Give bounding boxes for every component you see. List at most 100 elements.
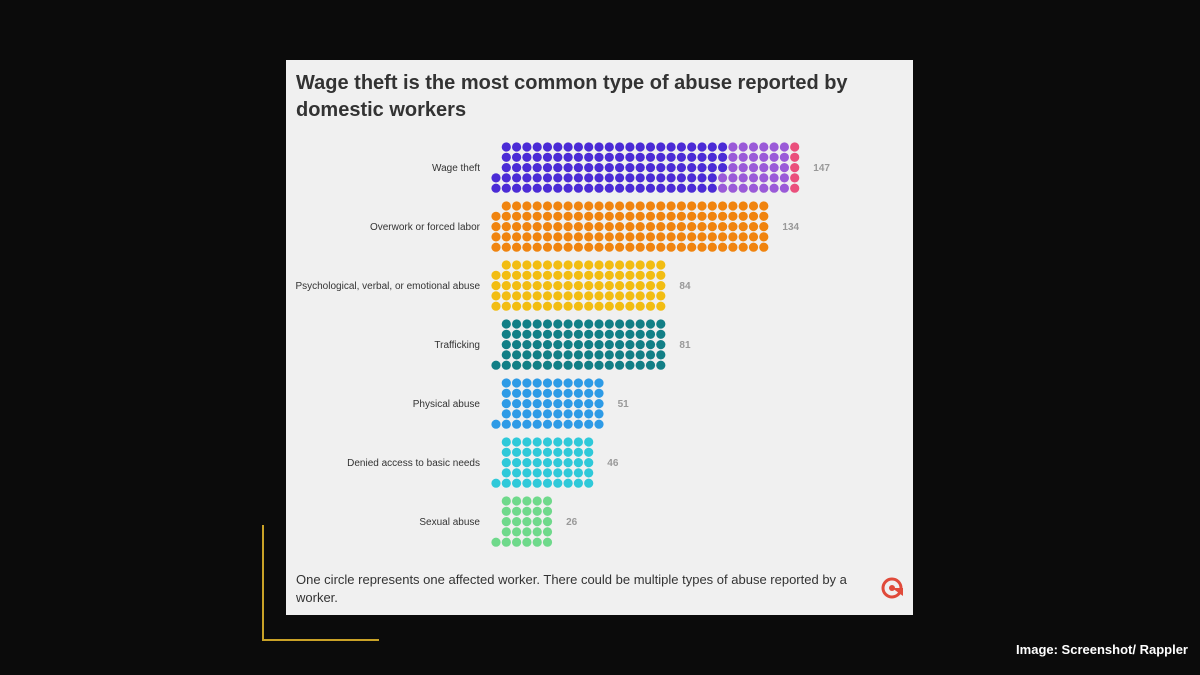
waffle-dot [584, 152, 594, 162]
waffle-dot [584, 478, 594, 488]
chart-title: Wage theft is the most common type of ab… [296, 72, 848, 121]
waffle-dot [522, 222, 532, 232]
waffle-dot [491, 232, 501, 242]
waffle-dot [563, 319, 573, 329]
waffle-dot [635, 163, 645, 173]
value-label: 134 [782, 222, 799, 233]
waffle-dot [656, 360, 666, 370]
waffle-dot [573, 301, 583, 311]
waffle-dot [563, 301, 573, 311]
waffle-dot [501, 173, 511, 183]
waffle-dot [532, 260, 542, 270]
waffle-dot [697, 222, 707, 232]
waffle-dot [645, 183, 656, 193]
waffle-dot [625, 173, 635, 183]
waffle-dot [532, 478, 542, 488]
waffle-dot [604, 281, 614, 291]
waffle-dot [542, 496, 553, 506]
waffle-dot [563, 360, 573, 370]
waffle-dot [645, 201, 656, 211]
waffle-dot [615, 270, 625, 280]
waffle-dot [501, 232, 511, 242]
waffle-dot [645, 260, 656, 270]
waffle-dot [779, 152, 789, 162]
waffle-dot [512, 142, 522, 152]
waffle-dot [553, 183, 563, 193]
waffle-dot [718, 211, 728, 221]
waffle-dot [512, 183, 522, 193]
waffle-dot [625, 350, 635, 360]
waffle-dot [594, 142, 604, 152]
waffle-dot [718, 222, 728, 232]
waffle-dot [501, 329, 511, 339]
waffle-dot [790, 173, 800, 183]
waffle-dot [584, 260, 594, 270]
waffle-dot [532, 301, 542, 311]
waffle-dot [604, 222, 614, 232]
waffle-dot [542, 388, 553, 398]
waffle-dot [512, 506, 522, 516]
waffle-dot [769, 142, 779, 152]
category-label: Trafficking [434, 340, 480, 351]
waffle-dot [491, 211, 501, 221]
waffle-dot [697, 142, 707, 152]
waffle-dot [563, 232, 573, 242]
waffle-dot [542, 447, 553, 457]
waffle-dot [584, 378, 594, 388]
waffle-dot [790, 152, 800, 162]
waffle-dot [573, 447, 583, 457]
waffle-dot [491, 281, 501, 291]
waffle-dot [645, 291, 656, 301]
waffle-dot [553, 222, 563, 232]
waffle-dot [759, 222, 769, 232]
waffle-dot [584, 142, 594, 152]
waffle-dot [625, 281, 635, 291]
waffle-dot [779, 183, 789, 193]
waffle-dot [542, 437, 553, 447]
waffle-dot [532, 360, 542, 370]
waffle-dot [573, 281, 583, 291]
waffle-dot [738, 173, 748, 183]
waffle-dot [553, 378, 563, 388]
waffle-dot [522, 378, 532, 388]
waffle-dot [563, 340, 573, 350]
waffle-dot [573, 152, 583, 162]
waffle-dot [542, 378, 553, 388]
waffle-dot [728, 142, 738, 152]
waffle-dot [604, 232, 614, 242]
waffle-dot [491, 478, 501, 488]
waffle-dot [728, 201, 738, 211]
waffle-dot [625, 201, 635, 211]
waffle-dot [563, 409, 573, 419]
waffle-dot [512, 537, 522, 547]
waffle-dot [501, 183, 511, 193]
waffle-dot [656, 301, 666, 311]
waffle-dot [594, 319, 604, 329]
waffle-dot [645, 329, 656, 339]
waffle-dot [728, 152, 738, 162]
waffle-dot [553, 242, 563, 252]
waffle-dot [532, 409, 542, 419]
waffle-dot [635, 340, 645, 350]
waffle-dot [553, 419, 563, 429]
waffle-dot [553, 360, 563, 370]
waffle-dot [522, 506, 532, 516]
waffle-dot [553, 291, 563, 301]
waffle-dot [625, 360, 635, 370]
waffle-dot [718, 232, 728, 242]
waffle-dot [656, 183, 666, 193]
waffle-dot [697, 183, 707, 193]
waffle-dot [563, 458, 573, 468]
waffle-dot [790, 183, 800, 193]
waffle-dot [645, 360, 656, 370]
waffle-dot [522, 232, 532, 242]
waffle-dot [615, 329, 625, 339]
waffle-dot [532, 517, 542, 527]
waffle-dot [615, 301, 625, 311]
waffle-dot [501, 537, 511, 547]
waffle-dot [656, 163, 666, 173]
waffle-dot [656, 319, 666, 329]
waffle-dot [501, 281, 511, 291]
waffle-dot [625, 222, 635, 232]
waffle-dot [542, 211, 553, 221]
